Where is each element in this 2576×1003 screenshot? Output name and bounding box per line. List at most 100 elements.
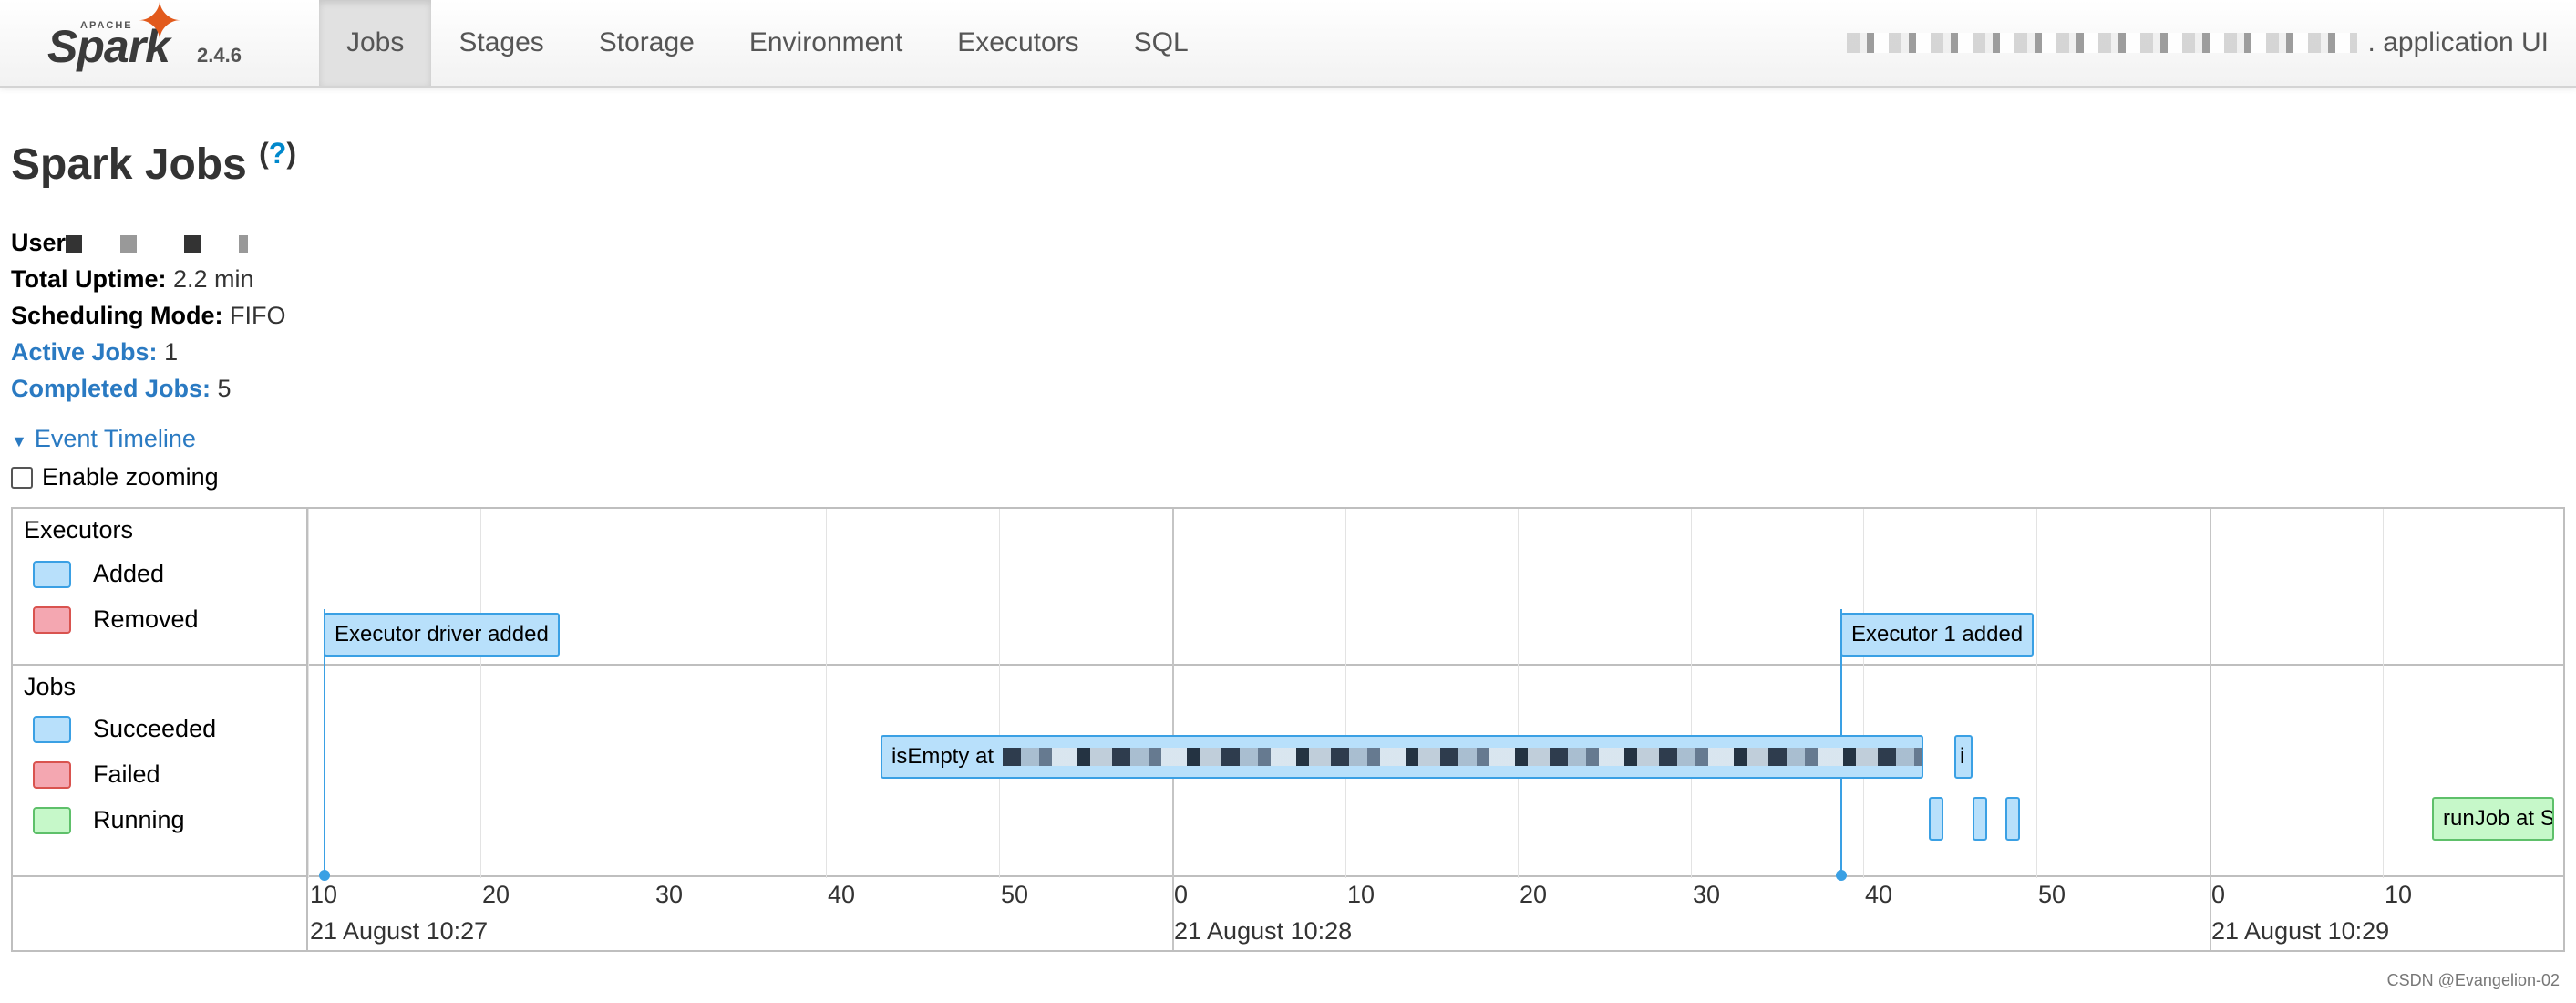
tick-label: 20 [1520,881,1548,908]
job-summary: User Total Uptime: 2.2 min Scheduling Mo… [11,224,286,407]
grid-line [1518,509,1519,878]
zoom-checkbox[interactable] [11,466,33,489]
version-label: 2.4.6 [197,44,242,67]
tick-label: 40 [828,881,856,908]
legend-failed: Failed [33,760,160,789]
star-icon: ✦ [137,0,183,52]
grid-line [480,509,481,878]
app-name: . application UI [1846,0,2549,86]
executor-event-dot [1836,870,1847,881]
tick-label: 0 [1174,881,1189,908]
tab-storage[interactable]: Storage [598,27,695,57]
legend-swatch-removed [33,605,71,634]
summary-completed-jobs[interactable]: Completed Jobs: 5 [11,370,286,407]
tick-label: 10 [1347,881,1376,908]
active-jobs-link[interactable]: Active Jobs: [11,338,158,366]
timeline-label-column: Executors Added Removed Jobs Succeeded F… [13,509,308,950]
legend-removed: Removed [33,605,199,634]
legend-label-running: Running [93,806,185,833]
uptime-value: 2.2 min [173,265,254,293]
job-bar-label: runJob at S [2443,806,2554,831]
major-time-label: 21 August 10:27 [310,917,489,945]
legend-swatch-succeeded [33,715,71,743]
legend-running: Running [33,806,185,834]
executor-1-added[interactable]: Executor 1 added [1840,613,2035,657]
help-icon[interactable]: ? [268,137,287,170]
axis-divider [13,875,2563,877]
job-bar-running[interactable]: runJob at S [2432,797,2554,841]
tab-executors[interactable]: Executors [957,27,1079,57]
major-time-label: 21 August 10:29 [2211,917,2390,945]
completed-jobs-link[interactable]: Completed Jobs: [11,375,211,402]
tick-label: 10 [2385,881,2413,908]
watermark: CSDN @Evangelion-02 [2386,971,2560,989]
tab-stages[interactable]: Stages [459,27,544,57]
job-bar-label: isEmpty at [891,744,994,769]
legend-label-failed: Failed [93,760,160,788]
executor-event-line [324,609,325,875]
job-bar-short[interactable]: i [1954,735,1973,779]
help-link[interactable]: (?) [259,137,296,170]
summary-active-jobs[interactable]: Active Jobs: 1 [11,334,286,370]
executor-event-dot [319,870,330,881]
legend-label-added: Added [93,560,165,587]
tab-sql[interactable]: SQL [1133,27,1189,57]
grid-line [1345,509,1346,878]
uptime-label: Total Uptime: [11,265,167,293]
event-timeline-toggle[interactable]: ▼ Event Timeline [11,425,196,453]
job-bar-tiny[interactable] [2005,797,2020,841]
active-jobs-value: 1 [164,338,179,366]
tick-label: 30 [1693,881,1721,908]
tick-label: 10 [310,881,338,908]
spark-logo[interactable]: Spark APACHE ✦ 2.4.6 [46,0,255,86]
tab-environment[interactable]: Environment [748,27,903,57]
zoom-label: Enable zooming [42,463,219,491]
legend-succeeded: Succeeded [33,715,216,743]
completed-jobs-value: 5 [217,375,232,402]
grid-line [1691,509,1692,878]
top-navbar: Spark APACHE ✦ 2.4.6 Jobs Stages Storage… [0,0,2576,88]
legend-label-removed: Removed [93,605,199,633]
enable-zooming[interactable]: Enable zooming [11,463,219,491]
tick-label: 40 [1865,881,1893,908]
grid-line [308,509,309,878]
sched-label: Scheduling Mode: [11,302,223,329]
executors-group-title: Executors [24,516,134,543]
summary-uptime: Total Uptime: 2.2 min [11,261,286,297]
legend-swatch-added [33,560,71,588]
event-timeline-label: Event Timeline [34,425,196,452]
tick-label: 0 [2211,881,2226,908]
sched-value: FIFO [230,302,286,329]
job-bar-tiny[interactable] [1973,797,1987,841]
legend-swatch-failed [33,760,71,789]
grid-line [826,509,827,878]
page-title-text: Spark Jobs [11,140,247,189]
tick-label: 20 [482,881,510,908]
grid-line [2036,509,2037,878]
nav-tabs: Jobs Stages Storage Environment Executor… [319,0,1216,86]
job-bar-tiny[interactable] [1929,797,1943,841]
tab-jobs[interactable]: Jobs [319,0,432,86]
summary-scheduling: Scheduling Mode: FIFO [11,297,286,334]
redacted-job-description [1003,748,1922,766]
redacted-user [66,234,249,253]
tick-label: 50 [2038,881,2066,908]
page-title: Spark Jobs (?) [11,137,296,190]
jobs-group-title: Jobs [24,673,77,700]
summary-user: User [11,224,286,261]
tick-label: 30 [655,881,684,908]
grid-line [2383,509,2384,878]
user-label: User [11,229,67,256]
legend-swatch-running [33,806,71,834]
group-divider [13,664,2563,666]
job-bar-label: i [1960,744,1965,769]
grid-line [999,509,1000,878]
redacted-app-name [1846,33,2357,53]
executor-driver-added[interactable]: Executor driver added [324,613,560,657]
job-bar-isempty[interactable]: isEmpty at [881,735,1923,779]
timeline-plot-area[interactable]: 10 20 30 40 50 0 10 20 30 40 50 0 10 21 … [308,509,2563,950]
caret-down-icon: ▼ [11,432,27,450]
legend-label-succeeded: Succeeded [93,715,217,742]
tick-label: 50 [1001,881,1029,908]
grid-line-major [2210,509,2211,950]
